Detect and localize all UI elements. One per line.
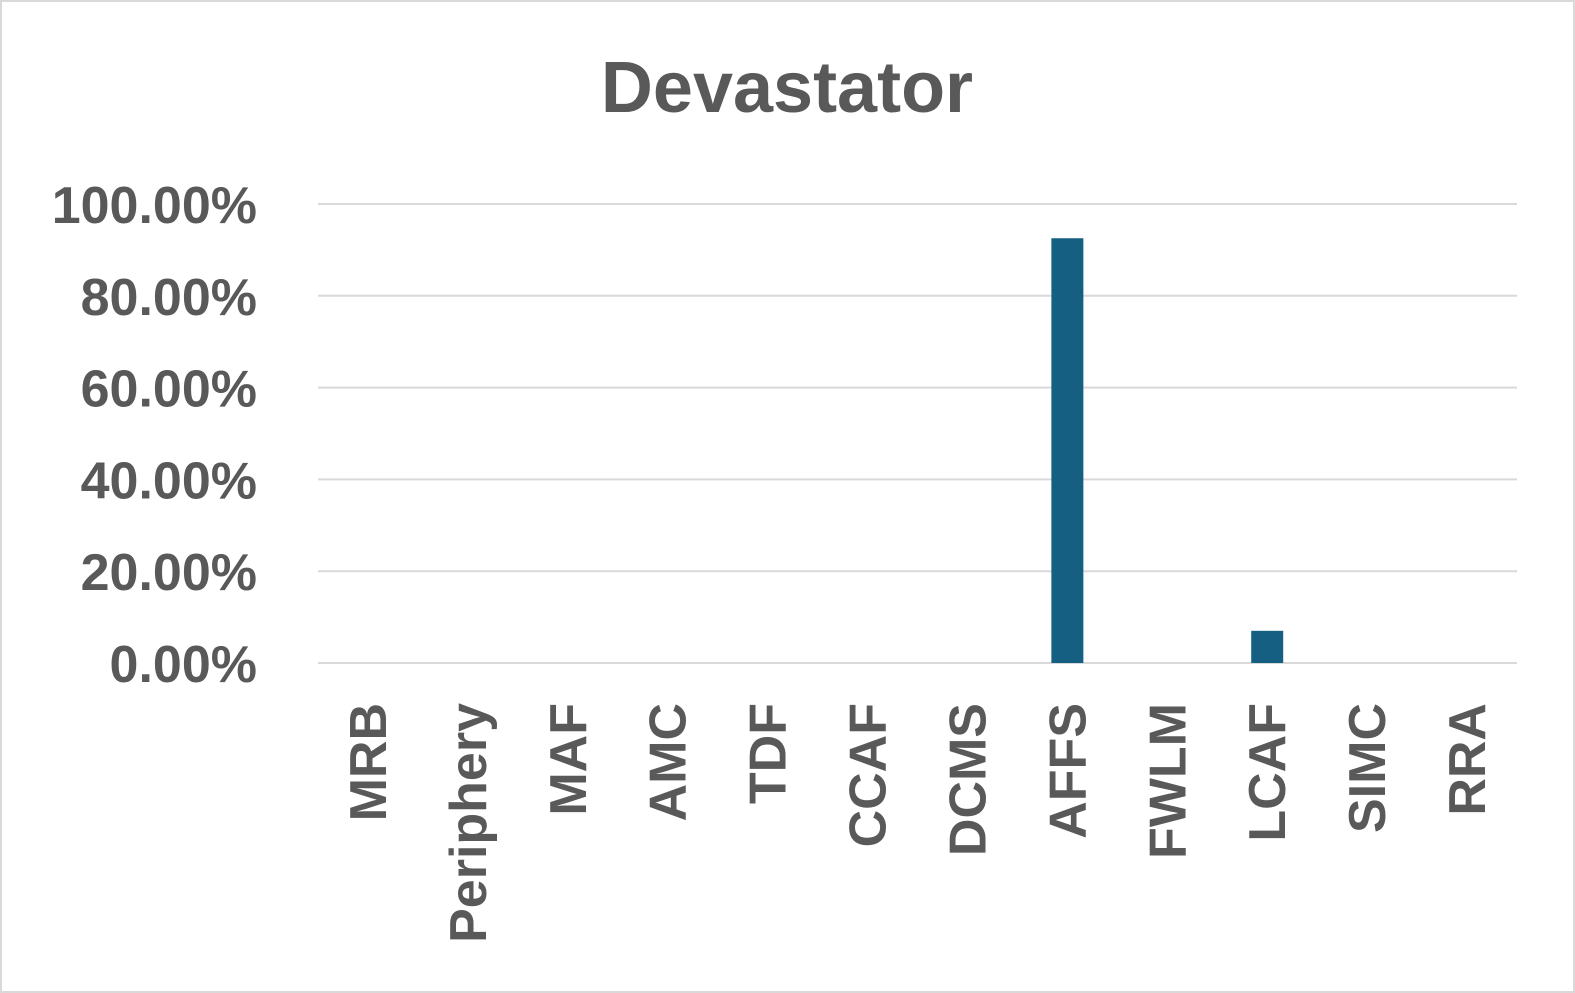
bar-affs <box>1051 238 1084 663</box>
x-category-label: DCMS <box>939 703 997 856</box>
x-category-label: RRA <box>1439 703 1497 816</box>
y-axis-ticks: 0.00% 20.00% 40.00% 60.00% 80.00% 100.00% <box>52 177 257 694</box>
x-category-label: LCAF <box>1239 703 1297 842</box>
y-tick-label: 80.00% <box>81 269 257 327</box>
x-category-label: AFFS <box>1039 703 1097 839</box>
x-axis-categories: MRB Periphery MAF AMC TDF CCAF DCMS AFFS FWLM LCA… <box>340 703 1497 943</box>
bar-lcaf <box>1251 630 1284 663</box>
x-category-label: AMC <box>640 703 698 821</box>
gridlines <box>318 203 1517 664</box>
x-category-label: MAF <box>540 703 598 816</box>
x-category-label: MRB <box>340 703 398 821</box>
chart-title: Devastator <box>601 48 973 128</box>
x-category-label: FWLM <box>1139 703 1197 859</box>
x-category-label: Periphery <box>440 703 498 943</box>
y-tick-label: 60.00% <box>81 361 257 419</box>
y-tick-label: 0.00% <box>110 636 257 694</box>
y-tick-label: 100.00% <box>52 177 257 235</box>
y-tick-label: 20.00% <box>81 544 257 602</box>
x-category-label: CCAF <box>840 703 898 847</box>
bars <box>1051 238 1284 663</box>
y-tick-label: 40.00% <box>81 452 257 510</box>
x-category-label: TDF <box>740 703 798 804</box>
x-category-label: SIMC <box>1339 703 1397 833</box>
